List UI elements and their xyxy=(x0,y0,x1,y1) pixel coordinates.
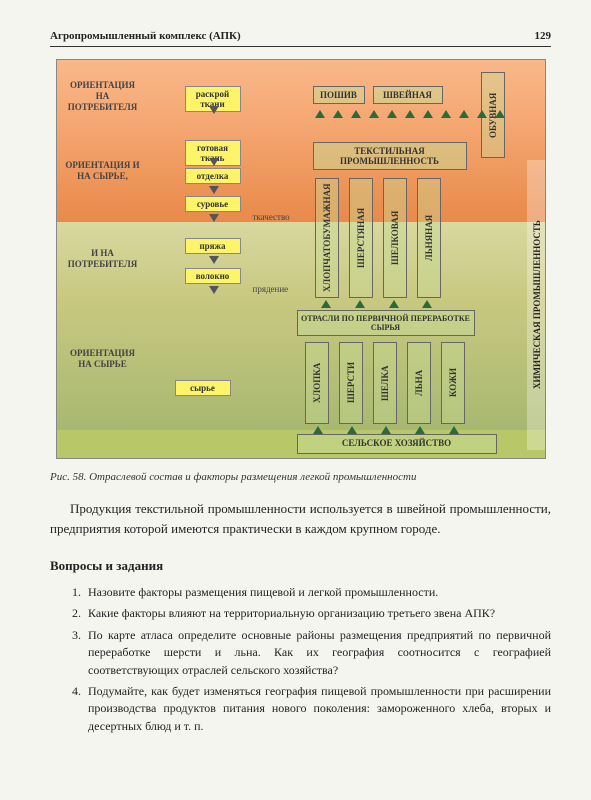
raw-material-branch: ШЕЛКА xyxy=(373,342,397,424)
body-paragraph: Продукция текстильной промышленности исп… xyxy=(50,499,551,538)
arrow-up-icon xyxy=(423,110,433,118)
arrow-up-icon xyxy=(351,110,361,118)
arrow-down-icon xyxy=(209,186,219,194)
page-number: 129 xyxy=(535,30,552,42)
industry-box: ШВЕЙНАЯ xyxy=(373,86,443,104)
arrow-up-icon xyxy=(477,110,487,118)
textile-branch: ШЕЛКОВАЯ xyxy=(383,178,407,298)
section-title: Агропромышленный комплекс (АПК) xyxy=(50,30,241,42)
process-box: сырье xyxy=(175,380,231,396)
arrow-up-icon xyxy=(321,300,331,308)
arrow-up-icon xyxy=(449,426,459,434)
arrow-down-icon xyxy=(209,256,219,264)
page-header: Агропромышленный комплекс (АПК) 129 xyxy=(50,30,551,47)
orientation-label: И НА ПОТРЕБИТЕЛЯ xyxy=(63,248,143,270)
questions-list: Назовите факторы размещения пищевой и ле… xyxy=(50,584,551,735)
process-box: пряжа xyxy=(185,238,241,254)
raw-material-branch: КОЖИ xyxy=(441,342,465,424)
arrow-up-icon xyxy=(381,426,391,434)
raw-material-branch: ЛЬНА xyxy=(407,342,431,424)
question-item: По карте атласа определите основные райо… xyxy=(84,627,551,679)
arrow-up-icon xyxy=(355,300,365,308)
arrow-up-icon xyxy=(333,110,343,118)
textile-industry-box: ТЕКСТИЛЬНАЯ ПРОМЫШЛЕННОСТЬ xyxy=(313,142,467,170)
arrow-down-icon xyxy=(209,158,219,166)
figure-caption: Рис. 58. Отраслевой состав и факторы раз… xyxy=(50,471,551,483)
process-box: суровье xyxy=(185,196,241,212)
process-label: прядение xyxy=(253,284,289,294)
arrow-up-icon xyxy=(441,110,451,118)
orientation-label: ОРИЕНТАЦИЯ И НА СЫРЬЕ, xyxy=(63,160,143,182)
arrow-down-icon xyxy=(209,286,219,294)
question-item: Назовите факторы размещения пищевой и ле… xyxy=(84,584,551,601)
arrow-up-icon xyxy=(347,426,357,434)
textile-branch: ХЛОПЧАТОБУМАЖНАЯ xyxy=(315,178,339,298)
orientation-label: ОРИЕНТАЦИЯ НА СЫРЬЕ xyxy=(63,348,143,370)
arrow-up-icon xyxy=(389,300,399,308)
raw-material-branch: ХЛОПКА xyxy=(305,342,329,424)
arrow-up-icon xyxy=(369,110,379,118)
arrow-up-icon xyxy=(405,110,415,118)
textile-branch: ШЕРСТЯНАЯ xyxy=(349,178,373,298)
textile-branch: ЛЬНЯНАЯ xyxy=(417,178,441,298)
question-item: Подумайте, как будет изменяться географи… xyxy=(84,683,551,735)
arrow-up-icon xyxy=(315,110,325,118)
arrow-up-icon xyxy=(313,426,323,434)
primary-processing-box: ОТРАСЛИ ПО ПЕРВИЧНОЙ ПЕРЕРАБОТКЕ СЫРЬЯ xyxy=(297,310,475,336)
arrow-down-icon xyxy=(209,214,219,222)
chemical-industry-label: ХИМИЧЕСКАЯ ПРОМЫШЛЕННОСТЬ xyxy=(527,160,546,450)
arrow-up-icon xyxy=(415,426,425,434)
process-box: волокно xyxy=(185,268,241,284)
raw-material-branch: ШЕРСТИ xyxy=(339,342,363,424)
arrow-up-icon xyxy=(387,110,397,118)
industry-diagram: ОРИЕНТАЦИЯ НА ПОТРЕБИТЕЛЯ ОРИЕНТАЦИЯ И НА… xyxy=(56,59,546,459)
arrow-up-icon xyxy=(459,110,469,118)
orientation-label: ОРИЕНТАЦИЯ НА ПОТРЕБИТЕЛЯ xyxy=(63,80,143,112)
agriculture-box: СЕЛЬСКОЕ ХОЗЯЙСТВО xyxy=(297,434,497,454)
arrow-down-icon xyxy=(209,106,219,114)
process-box: отделка xyxy=(185,168,241,184)
process-label: ткачество xyxy=(253,212,290,222)
arrow-up-icon xyxy=(495,110,505,118)
question-item: Какие факторы влияют на территориальную … xyxy=(84,605,551,622)
questions-title: Вопросы и задания xyxy=(50,558,551,574)
industry-box: ПОШИВ xyxy=(313,86,365,104)
arrow-up-icon xyxy=(422,300,432,308)
